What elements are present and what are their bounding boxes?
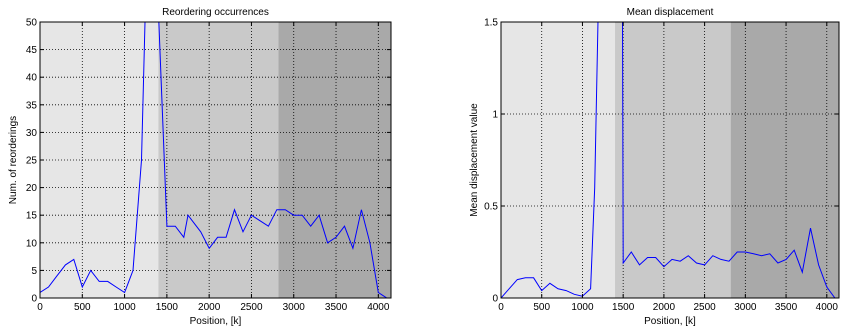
x-tick-label: 1000	[571, 302, 594, 313]
series-line-1	[501, 22, 836, 298]
y-axis-label: Num. of reorderings	[8, 116, 19, 204]
y-tick-label: 0.5	[484, 202, 498, 213]
x-tick-label: 500	[74, 302, 91, 313]
y-tick-label: 45	[26, 45, 38, 56]
x-tick-label: 1500	[156, 302, 179, 313]
y-tick-label: 35	[26, 100, 38, 111]
y-tick-label: 0	[31, 294, 37, 305]
y-tick-label: 1	[492, 110, 498, 121]
y-tick-label: 30	[26, 128, 38, 139]
background-band-2	[615, 22, 731, 298]
x-tick-label: 3000	[283, 302, 306, 313]
x-tick-label: 2000	[653, 302, 676, 313]
y-tick-label: 1.5	[484, 18, 498, 29]
x-tick-label: 2500	[240, 302, 263, 313]
x-tick-label: 3000	[734, 302, 757, 313]
chart-title: Mean displacement	[627, 7, 714, 18]
x-tick-label: 4000	[816, 302, 839, 313]
chart-2: 0 500 1000 1500 2000 2500 3000 3500 4000 0 0.5 1 1.5…	[469, 7, 840, 327]
background-band-1	[40, 22, 159, 298]
x-tick-label: 3500	[325, 302, 348, 313]
chart-title: Reordering occurrences	[162, 7, 269, 18]
chart-1: 0 500 1000 1500 2000 2500 3000 3500 4000 0 5 10 15 20…	[8, 7, 392, 327]
x-tick-label: 0	[37, 302, 43, 313]
series-line-1	[40, 22, 388, 298]
x-tick-label: 4000	[367, 302, 390, 313]
x-axis-label: Position, [k]	[644, 316, 696, 327]
background-band-1	[501, 22, 616, 298]
y-tick-label: 10	[26, 238, 38, 249]
y-tick-label: 15	[26, 211, 38, 222]
x-tick-label: 1500	[612, 302, 635, 313]
y-tick-label: 20	[26, 183, 38, 194]
x-tick-label: 3500	[775, 302, 798, 313]
y-tick-label: 40	[26, 73, 38, 84]
y-tick-label: 5	[31, 266, 37, 277]
background-band-2	[158, 22, 279, 298]
x-tick-label: 1000	[113, 302, 136, 313]
x-axis-label: Position, [k]	[190, 316, 242, 327]
x-tick-label: 2500	[693, 302, 716, 313]
x-tick-label: 2000	[198, 302, 221, 313]
x-tick-label: 0	[498, 302, 504, 313]
y-tick-label: 0	[492, 294, 498, 305]
y-axis-label: Mean displacement value	[469, 103, 480, 217]
y-tick-label: 50	[26, 18, 38, 29]
x-tick-label: 500	[533, 302, 550, 313]
y-tick-label: 25	[26, 156, 38, 167]
background-band-3	[730, 22, 839, 298]
axes-frame	[500, 21, 840, 299]
